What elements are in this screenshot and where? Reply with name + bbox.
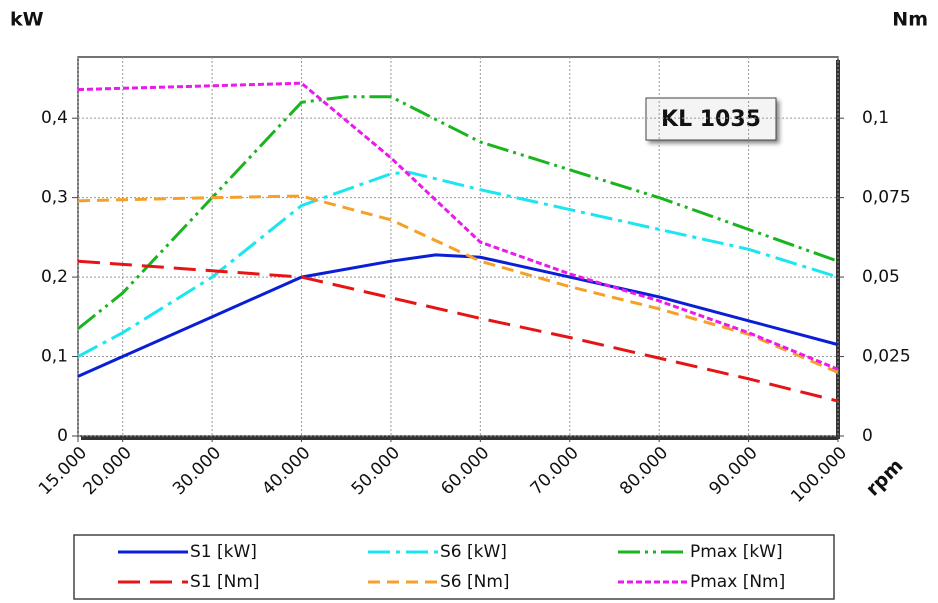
y-axis-label: kW — [10, 9, 44, 31]
y-tick-label: 0,3 — [41, 188, 68, 208]
y-tick-label: 0 — [57, 426, 68, 446]
legend-label: S1 [kW] — [190, 542, 257, 562]
annotation-box — [645, 97, 777, 141]
x-tick-label: 50.000 — [348, 443, 404, 499]
legend-label: S6 [Nm] — [440, 572, 510, 592]
y2-tick-label: 0,05 — [862, 267, 900, 287]
x-tick-label: 90.000 — [705, 443, 761, 499]
series-line — [77, 170, 839, 358]
x-tick-label: 60.000 — [437, 443, 493, 499]
legend-label: S1 [Nm] — [190, 572, 260, 592]
legend-label: Pmax [kW] — [690, 542, 783, 562]
annotation: KL 1035 — [661, 107, 761, 132]
x-tick-label: 80.000 — [616, 443, 672, 499]
x-tick-label: 40.000 — [258, 443, 314, 499]
y2-tick-label: 0,1 — [862, 108, 889, 128]
x-tick-label: 20.000 — [80, 443, 136, 499]
x-tick-label: 70.000 — [527, 443, 583, 499]
series-line — [77, 194, 839, 374]
y2-tick-label: 0,075 — [862, 188, 911, 208]
y2-tick-label: 0 — [862, 426, 873, 446]
y-tick-label: 0,2 — [41, 267, 68, 287]
legend-label: S6 [kW] — [440, 542, 507, 562]
y2-tick-label: 0,025 — [862, 347, 911, 367]
y-tick-label: 0,4 — [41, 108, 68, 128]
series-line — [77, 259, 839, 403]
series-line — [77, 81, 839, 371]
series-line — [77, 253, 839, 378]
y2-axis-label: Nm — [892, 9, 928, 31]
y-tick-label: 0,1 — [41, 347, 68, 367]
x-axis-label: rpm — [862, 455, 908, 501]
x-tick-label: 30.000 — [169, 443, 225, 499]
x-tick-label: 100.000 — [787, 443, 851, 507]
series-line — [77, 95, 839, 330]
legend — [73, 534, 835, 600]
legend-label: Pmax [Nm] — [690, 572, 785, 592]
x-tick-label: 15.000 — [35, 443, 91, 499]
